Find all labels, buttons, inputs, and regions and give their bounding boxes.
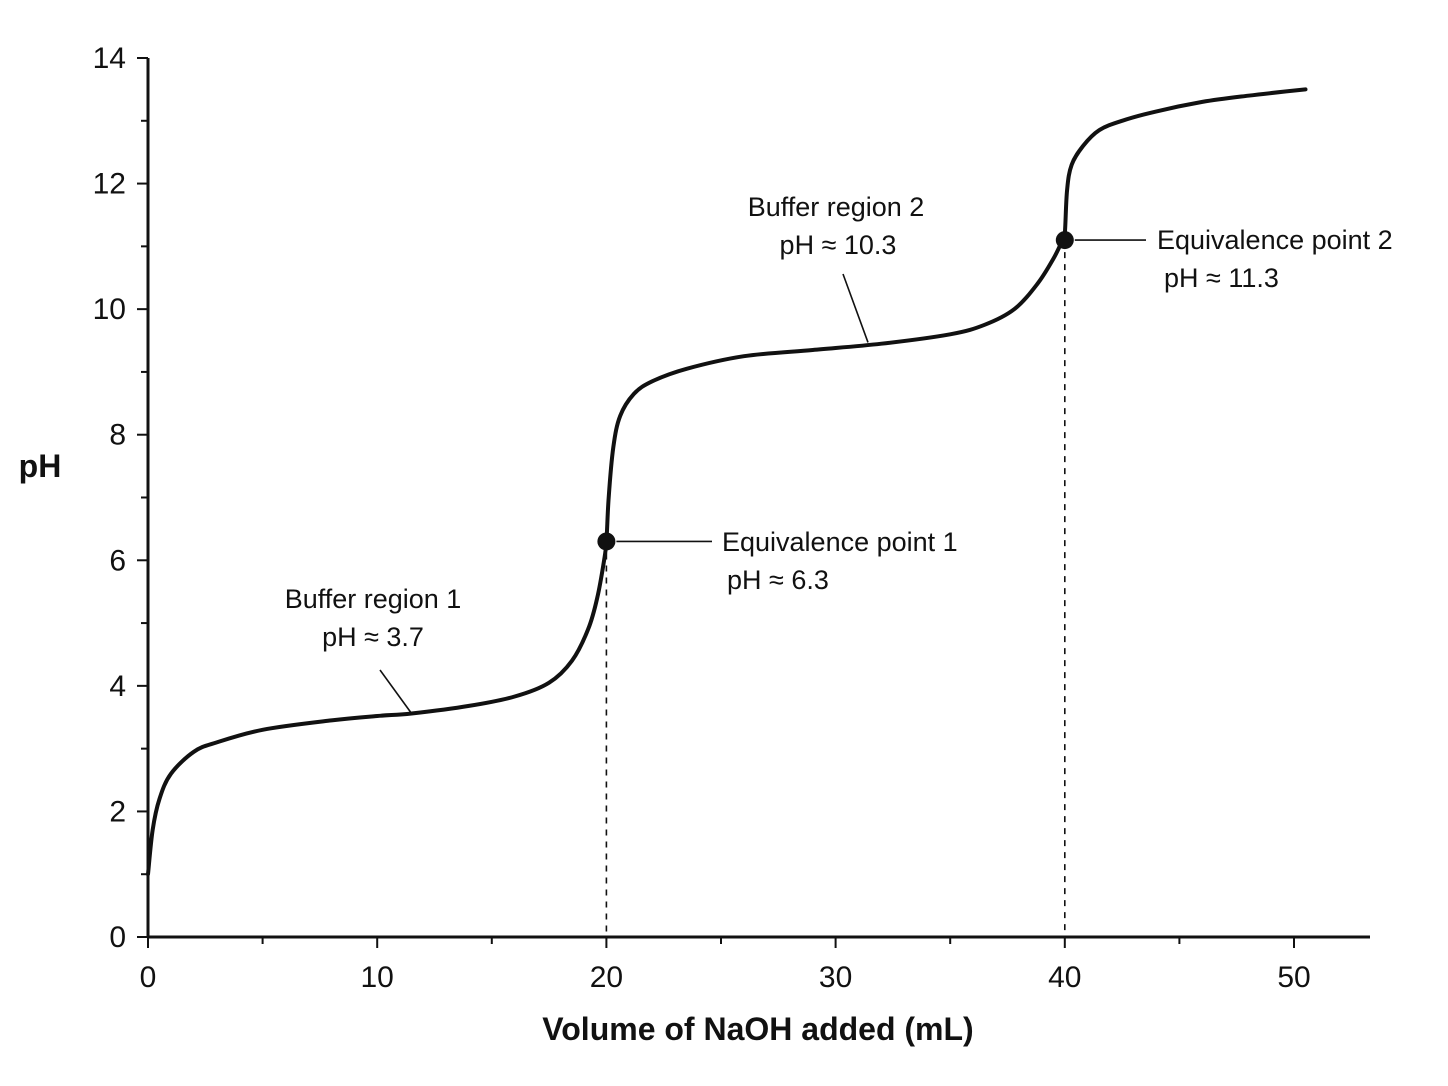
y-tick-label: 6 <box>109 544 126 577</box>
equivalence-point-2-marker <box>1055 231 1074 250</box>
annotation-buffer-2-line1: Buffer region 2 <box>748 192 925 222</box>
equivalence-point-1-marker <box>597 532 616 551</box>
annotation-equivalence-2-line1: Equivalence point 2 <box>1157 225 1393 255</box>
ticks: 0 10 20 30 40 50 0 2 4 6 8 10 12 14 <box>93 42 1311 994</box>
annotation-equivalence-2-line2: pH ≈ 11.3 <box>1164 263 1279 293</box>
y-tick-label: 8 <box>109 419 126 452</box>
annotation-buffer-1-line1: Buffer region 1 <box>285 584 462 614</box>
x-tick-label: 10 <box>361 961 394 994</box>
curve-layer <box>146 87 1308 877</box>
axes <box>146 58 1370 939</box>
y-tick-label: 2 <box>109 795 126 828</box>
annotation-equivalence-1-line1: Equivalence point 1 <box>722 527 958 557</box>
annotations <box>379 239 1146 714</box>
y-tick-label: 14 <box>93 42 126 75</box>
y-axis-title: pH <box>19 448 62 484</box>
guides <box>605 240 1066 937</box>
x-tick-label: 20 <box>590 961 623 994</box>
annotation-equivalence-1-line2: pH ≈ 6.3 <box>727 565 829 595</box>
annotation-buffer-1-line2: pH ≈ 3.7 <box>322 622 424 652</box>
x-tick-label: 50 <box>1277 961 1310 994</box>
y-tick-label: 0 <box>109 921 126 954</box>
x-tick-label: 0 <box>140 961 157 994</box>
y-tick-label: 4 <box>109 670 126 703</box>
x-axis-title: Volume of NaOH added (mL) <box>542 1011 973 1047</box>
annotation-buffer-2-line2: pH ≈ 10.3 <box>780 230 897 260</box>
x-tick-label: 30 <box>819 961 852 994</box>
leader-buffer-1 <box>379 669 413 714</box>
titration-curve <box>146 87 1308 877</box>
x-tick-label: 40 <box>1048 961 1081 994</box>
y-tick-label: 12 <box>93 168 126 201</box>
y-tick-label: 10 <box>93 293 126 326</box>
leader-buffer-2 <box>842 273 869 343</box>
